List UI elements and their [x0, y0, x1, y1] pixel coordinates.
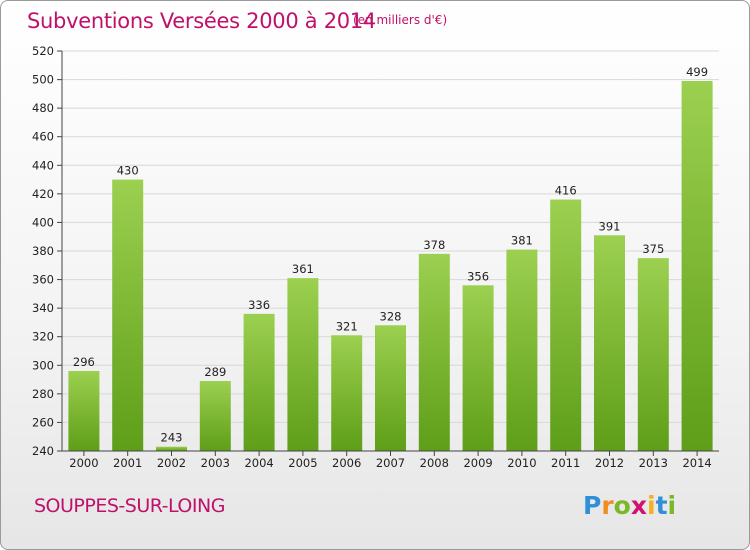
bar-2009: [462, 285, 494, 451]
proxiti-logo[interactable]: Proxiti: [583, 491, 676, 520]
y-tick-label: 340: [32, 301, 54, 315]
x-tick-label: 2001: [113, 456, 142, 470]
value-label: 328: [380, 309, 402, 323]
y-tick-label: 520: [32, 44, 54, 58]
y-tick-label: 440: [32, 158, 54, 172]
value-label: 391: [599, 219, 621, 233]
y-tick-label: 260: [32, 415, 54, 429]
y-tick-label: 420: [32, 187, 54, 201]
y-tick-label: 360: [32, 273, 54, 287]
x-tick-label: 2013: [639, 456, 668, 470]
value-label: 296: [73, 355, 95, 369]
x-tick-label: 2000: [69, 456, 98, 470]
y-tick-labels: 240 260 280 300 320 340 360 380 400 420 440 460 480 5…: [32, 44, 54, 458]
logo-letter: r: [601, 491, 614, 520]
y-tick-label: 480: [32, 101, 54, 115]
value-label: 356: [467, 269, 489, 283]
x-tick-label: 2012: [595, 456, 624, 470]
x-tick-label: 2007: [376, 456, 405, 470]
value-label: 336: [248, 298, 270, 312]
y-tick-label: 300: [32, 358, 54, 372]
bar-2012: [594, 235, 625, 451]
chart-title: Subventions Versées 2000 à 2014: [27, 9, 376, 33]
logo-letter: P: [583, 491, 602, 520]
bar-2004: [243, 313, 275, 451]
bar-2008: [418, 253, 450, 451]
value-label: 378: [423, 238, 445, 252]
x-tick-label: 2008: [420, 456, 449, 470]
bars: [68, 81, 713, 452]
bar-2010: [506, 249, 538, 451]
x-tick-label: 2003: [201, 456, 230, 470]
y-tick-label: 460: [32, 130, 54, 144]
location-name: SOUPPES-SUR-LOING: [34, 495, 225, 517]
x-tick-label: 2014: [682, 456, 711, 470]
bar-2013: [637, 258, 669, 451]
x-tick-labels: 2000 2001 2002 2003 2004 2005 2006 2007 2008 2009…: [69, 456, 711, 470]
value-label: 243: [161, 431, 183, 445]
logo-letter: t: [655, 491, 668, 520]
logo-letter: i: [647, 491, 656, 520]
x-tick-label: 2006: [332, 456, 361, 470]
y-tick-label: 400: [32, 215, 54, 229]
chart-subtitle: (en milliers d'€): [353, 13, 448, 27]
x-tick-label: 2011: [551, 456, 580, 470]
y-tick-label: 500: [32, 73, 54, 87]
logo-letter: i: [667, 491, 677, 520]
bar-2005: [287, 278, 319, 451]
bar-2011: [550, 199, 582, 451]
x-tick-label: 2009: [463, 456, 492, 470]
bar-2006: [331, 335, 363, 451]
logo-letter: o: [613, 491, 631, 520]
value-label: 289: [204, 365, 226, 379]
axes: [57, 50, 719, 456]
value-label: 381: [511, 234, 533, 248]
x-tick-label: 2004: [244, 456, 273, 470]
value-label: 361: [292, 262, 314, 276]
bar-2007: [375, 325, 406, 451]
bar-2001: [112, 179, 144, 452]
value-label: 375: [642, 242, 664, 256]
y-tick-label: 380: [32, 244, 54, 258]
bar-2003: [199, 381, 231, 451]
logo-letter: x: [630, 491, 647, 520]
y-tick-label: 320: [32, 330, 54, 344]
value-label: 321: [336, 319, 358, 333]
x-tick-label: 2002: [157, 456, 186, 470]
value-label: 416: [555, 184, 577, 198]
value-labels: 296 430 243 289 336 361 321 328 378 356 381 416 391 3…: [73, 65, 708, 445]
value-label: 430: [117, 164, 139, 178]
value-label: 499: [686, 65, 708, 79]
y-tick-label: 240: [32, 444, 54, 458]
bar-2002: [156, 446, 187, 451]
y-tick-label: 280: [32, 387, 54, 401]
x-tick-label: 2010: [507, 456, 536, 470]
bar-2000: [68, 371, 100, 451]
bar-2014: [681, 81, 713, 451]
x-tick-label: 2005: [288, 456, 317, 470]
